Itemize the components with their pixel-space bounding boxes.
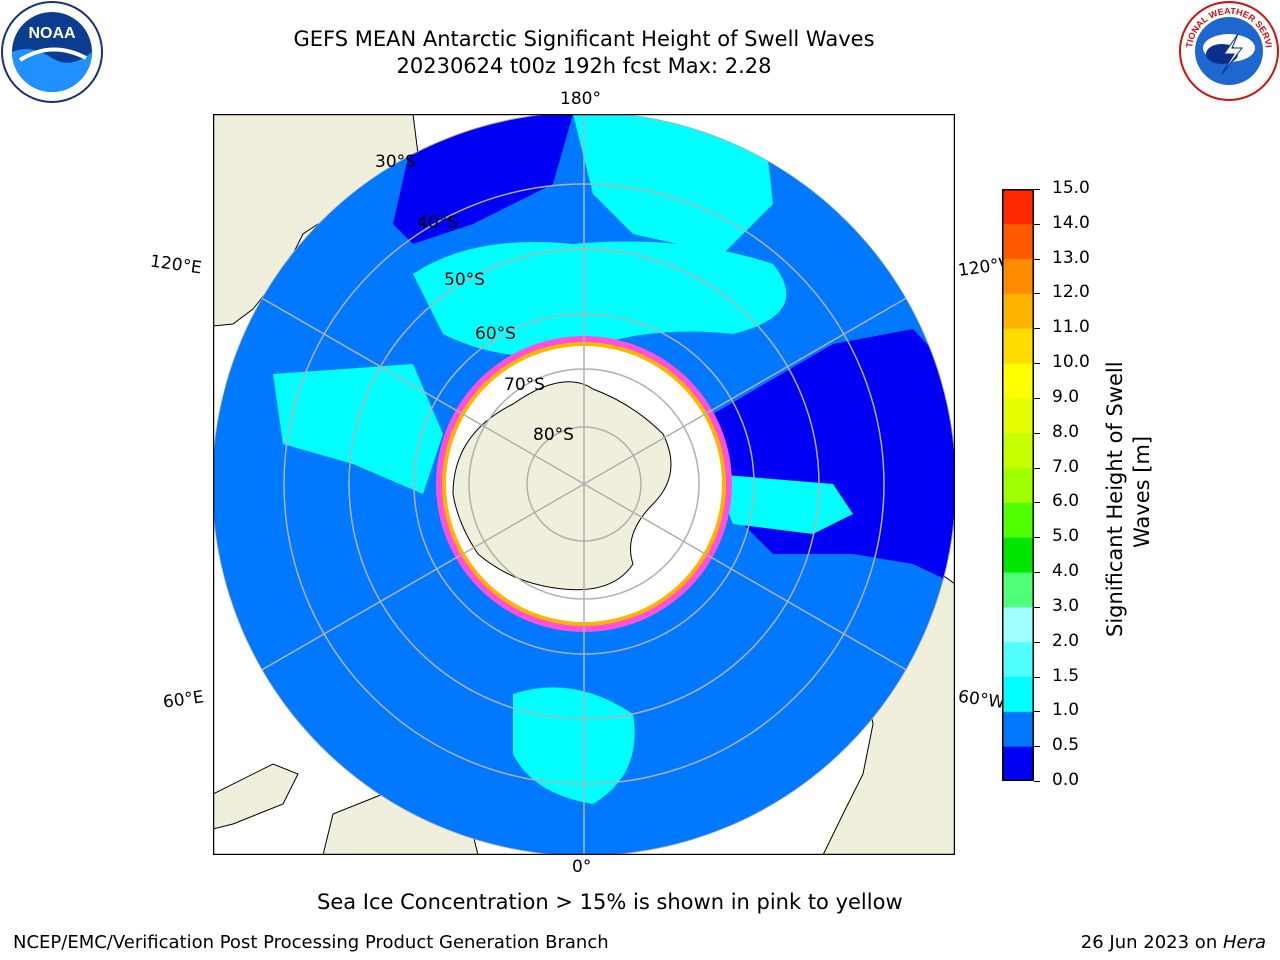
colorbar-tick-mark: [1034, 223, 1040, 225]
date-prefix: 26 Jun 2023 on: [1080, 932, 1223, 953]
colorbar-tick-mark: [1034, 676, 1040, 678]
colorbar-segment: [1002, 467, 1034, 503]
date-stamp: 26 Jun 2023 on Hera: [1081, 932, 1266, 953]
colorbar-segment: [1002, 537, 1034, 573]
colorbar-tick-mark: [1034, 258, 1040, 260]
colorbar-tick-mark: [1034, 641, 1040, 643]
colorbar-tick-label: 0.5: [1052, 735, 1080, 756]
colorbar-tick-mark: [1034, 781, 1040, 782]
colorbar-segment: [1002, 223, 1034, 260]
colorbar-tick-label: 7.0: [1052, 456, 1080, 477]
chart-subtitle: 20230624 t00z 192h fcst Max: 2.28: [396, 54, 772, 78]
colorbar-tick-mark: [1034, 432, 1040, 434]
lat-label-40s: 40°S: [417, 213, 458, 233]
lon-label-0: 0°: [572, 857, 592, 877]
nws-logo: NATIONAL WEATHER SERVICE: [1178, 0, 1279, 101]
colorbar-segment: [1002, 502, 1034, 538]
colorbar-tick-mark: [1034, 397, 1040, 399]
colorbar-tick-mark: [1034, 711, 1040, 713]
colorbar-label: Significant Height of Swell: [1103, 361, 1127, 637]
colorbar-segment: [1002, 328, 1034, 364]
swell-1m-region: [573, 114, 773, 254]
lon-label-120e: 120°E: [148, 251, 203, 279]
colorbar-segment: [1002, 572, 1034, 608]
colorbar-tick-mark: [1034, 328, 1040, 330]
colorbar-tick-mark: [1034, 293, 1040, 295]
meridians: [213, 114, 955, 855]
lat-label-80s: 80°S: [533, 425, 574, 445]
lat-label-60s: 60°S: [475, 324, 516, 344]
colorbar-segment: [1002, 258, 1034, 294]
colorbar-tick-label: 1.5: [1052, 665, 1080, 686]
madagascar-land: [213, 763, 299, 830]
colorbar-segment: [1002, 676, 1034, 712]
lon-label-180: 180°: [560, 89, 601, 109]
host-name: Hera: [1222, 932, 1266, 953]
colorbar-tick-label: 10.0: [1052, 352, 1090, 373]
sea-ice-note: Sea Ice Concentration > 15% is shown in …: [317, 890, 903, 914]
colorbar-segment: [1002, 746, 1034, 781]
lat-label-70s: 70°S: [504, 375, 545, 395]
colorbar-tick-mark: [1034, 467, 1040, 469]
noaa-logo-text: NOAA: [28, 25, 76, 42]
colorbar-tick-label: 5.0: [1052, 526, 1080, 547]
colorbar-tick-label: 1.0: [1052, 700, 1080, 721]
lat-label-50s: 50°S: [444, 270, 485, 290]
colorbar-tick-mark: [1034, 572, 1040, 574]
colorbar-tick-mark: [1034, 189, 1040, 190]
swell-1m-region: [273, 364, 443, 494]
colorbar-segment: [1002, 641, 1034, 678]
colorbar-segment: [1002, 432, 1034, 469]
colorbar-tick-mark: [1034, 537, 1040, 539]
colorbar-tick-mark: [1034, 606, 1040, 608]
lon-label-60e: 60°E: [161, 687, 206, 713]
swell-1m-region: [413, 241, 787, 357]
colorbar-tick-label: 14.0: [1052, 212, 1090, 233]
colorbar-tick-label: 6.0: [1052, 491, 1080, 512]
antarctica-land: [452, 381, 672, 591]
colorbar-tick-label: 9.0: [1052, 386, 1080, 407]
swell-low-region: [393, 114, 573, 244]
colorbar-tick-label: 11.0: [1052, 317, 1090, 338]
colorbar-tick-label: 15.0: [1052, 178, 1090, 198]
colorbar-segment: [1002, 363, 1034, 399]
polar-map: [213, 114, 955, 855]
colorbar-tick-label: 2.0: [1052, 630, 1080, 651]
colorbar-tick-mark: [1034, 502, 1040, 504]
credit-text: NCEP/EMC/Verification Post Processing Pr…: [13, 932, 609, 953]
colorbar-label-units: Waves [m]: [1130, 435, 1154, 548]
lat-label-30s: 30°S: [375, 152, 416, 172]
swell-1m-region: [513, 687, 635, 804]
colorbar-tick-label: 3.0: [1052, 595, 1080, 616]
colorbar-tick-label: 12.0: [1052, 282, 1090, 303]
colorbar-segment: [1002, 606, 1034, 643]
swell-1m-region: [713, 474, 853, 534]
colorbar-segment: [1002, 293, 1034, 329]
chart-title: GEFS MEAN Antarctic Significant Height o…: [293, 27, 875, 51]
colorbar-border: [1002, 189, 1034, 781]
colorbar-tick-label: 4.0: [1052, 561, 1080, 582]
colorbar-segment: [1002, 397, 1034, 434]
colorbar-segment: [1002, 189, 1034, 225]
lon-label-60w: 60°W: [956, 686, 1007, 714]
colorbar-tick-label: 0.0: [1052, 770, 1080, 790]
colorbar-tick-mark: [1034, 746, 1040, 748]
colorbar-tick-mark: [1034, 363, 1040, 365]
colorbar-tick-label: 13.0: [1052, 247, 1090, 268]
colorbar-segment: [1002, 711, 1034, 747]
colorbar: [1002, 189, 1034, 781]
noaa-logo: NOAA: [1, 1, 103, 103]
colorbar-tick-label: 8.0: [1052, 421, 1080, 442]
